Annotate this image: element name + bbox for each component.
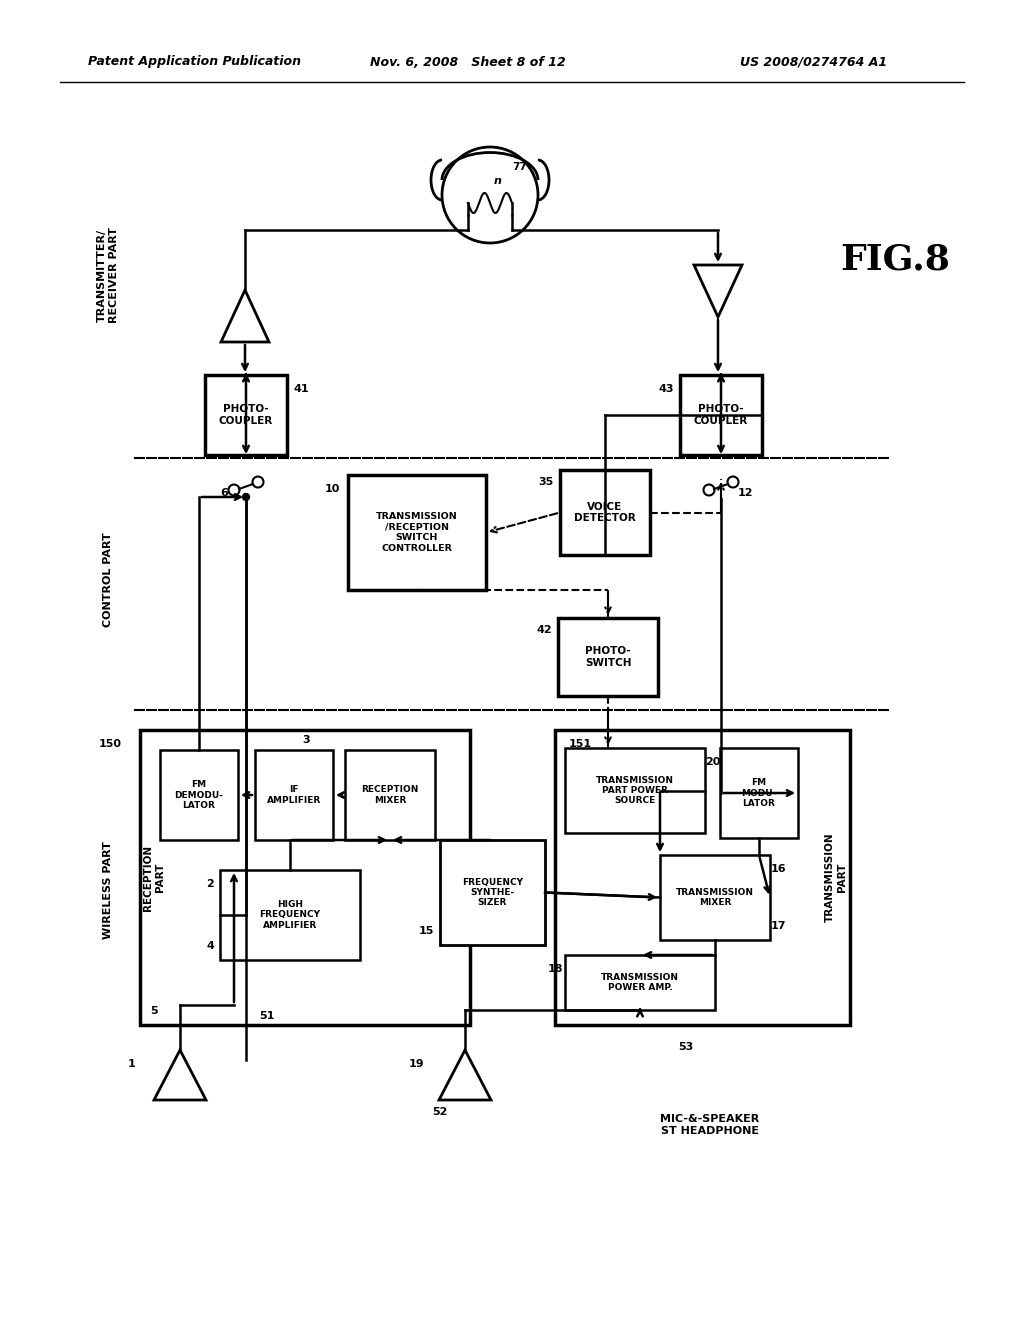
Text: TRANSMISSION
PART POWER
SOURCE: TRANSMISSION PART POWER SOURCE: [596, 776, 674, 805]
Text: FIG.8: FIG.8: [840, 243, 950, 277]
Text: 41: 41: [293, 384, 309, 393]
Text: 52: 52: [432, 1107, 447, 1117]
Text: 151: 151: [569, 739, 592, 748]
Bar: [558, 618, 658, 696]
Text: 18: 18: [547, 964, 563, 974]
Text: 20: 20: [706, 756, 721, 767]
Text: TRANSMISSION
POWER AMP.: TRANSMISSION POWER AMP.: [601, 973, 679, 993]
Circle shape: [243, 494, 250, 500]
Bar: [555, 730, 850, 1026]
Text: 77: 77: [513, 162, 527, 172]
Text: 1: 1: [128, 1059, 136, 1069]
Text: 5: 5: [151, 1006, 158, 1016]
Text: FM
DEMODU-
LATOR: FM DEMODU- LATOR: [174, 780, 223, 810]
Text: Nov. 6, 2008   Sheet 8 of 12: Nov. 6, 2008 Sheet 8 of 12: [370, 55, 565, 69]
Text: TRANSMITTER/
RECEIVER PART: TRANSMITTER/ RECEIVER PART: [97, 227, 119, 323]
Bar: [660, 855, 770, 940]
Text: 2: 2: [206, 879, 214, 888]
Bar: [720, 748, 798, 838]
Bar: [345, 750, 435, 840]
Text: 10: 10: [325, 484, 340, 494]
Text: 17: 17: [770, 921, 785, 931]
Bar: [160, 750, 238, 840]
Text: Patent Application Publication: Patent Application Publication: [88, 55, 301, 69]
Bar: [560, 470, 650, 554]
Text: 53: 53: [678, 1041, 693, 1052]
Bar: [680, 375, 762, 455]
Bar: [255, 750, 333, 840]
Text: 51: 51: [259, 1011, 274, 1020]
Text: RECEPTION
PART: RECEPTION PART: [143, 845, 165, 911]
Text: 12: 12: [737, 488, 753, 498]
Text: FM
MODU-
LATOR: FM MODU- LATOR: [741, 777, 776, 808]
Text: 3: 3: [302, 735, 310, 744]
Text: 42: 42: [537, 624, 552, 635]
Text: PHOTO-
SWITCH: PHOTO- SWITCH: [585, 647, 631, 668]
Bar: [140, 730, 470, 1026]
Text: IF
AMPLIFIER: IF AMPLIFIER: [267, 785, 322, 805]
Text: 15: 15: [419, 927, 434, 936]
Text: TRANSMISSION
MIXER: TRANSMISSION MIXER: [676, 888, 754, 907]
Text: FREQUENCY
SYNTHE-
SIZER: FREQUENCY SYNTHE- SIZER: [462, 878, 523, 907]
Text: PHOTO-
COUPLER: PHOTO- COUPLER: [694, 404, 749, 426]
Text: 150: 150: [99, 739, 122, 748]
Text: n: n: [494, 176, 502, 186]
Bar: [205, 375, 287, 455]
Text: MIC-&-SPEAKER
ST HEADPHONE: MIC-&-SPEAKER ST HEADPHONE: [660, 1114, 759, 1135]
Text: PHOTO-
COUPLER: PHOTO- COUPLER: [219, 404, 273, 426]
Text: 4: 4: [206, 941, 214, 950]
Text: RECEPTION
MIXER: RECEPTION MIXER: [361, 785, 419, 805]
Bar: [220, 870, 360, 960]
Text: 6: 6: [220, 488, 228, 498]
Bar: [440, 840, 545, 945]
Text: CONTROL PART: CONTROL PART: [103, 533, 113, 627]
Text: 35: 35: [539, 477, 554, 487]
Text: 16: 16: [770, 865, 785, 874]
Text: HIGH
FREQUENCY
AMPLIFIER: HIGH FREQUENCY AMPLIFIER: [259, 900, 321, 929]
Text: TRANSMISSION
/RECEPTION
SWITCH
CONTROLLER: TRANSMISSION /RECEPTION SWITCH CONTROLLE…: [376, 512, 458, 553]
Text: VOICE
DETECTOR: VOICE DETECTOR: [574, 502, 636, 523]
Text: TRANSMISSION
PART: TRANSMISSION PART: [825, 833, 847, 923]
Text: 43: 43: [658, 384, 674, 393]
Bar: [565, 954, 715, 1010]
Text: US 2008/0274764 A1: US 2008/0274764 A1: [740, 55, 887, 69]
Bar: [565, 748, 705, 833]
Bar: [348, 475, 486, 590]
Text: WIRELESS PART: WIRELESS PART: [103, 841, 113, 939]
Text: 19: 19: [410, 1059, 425, 1069]
